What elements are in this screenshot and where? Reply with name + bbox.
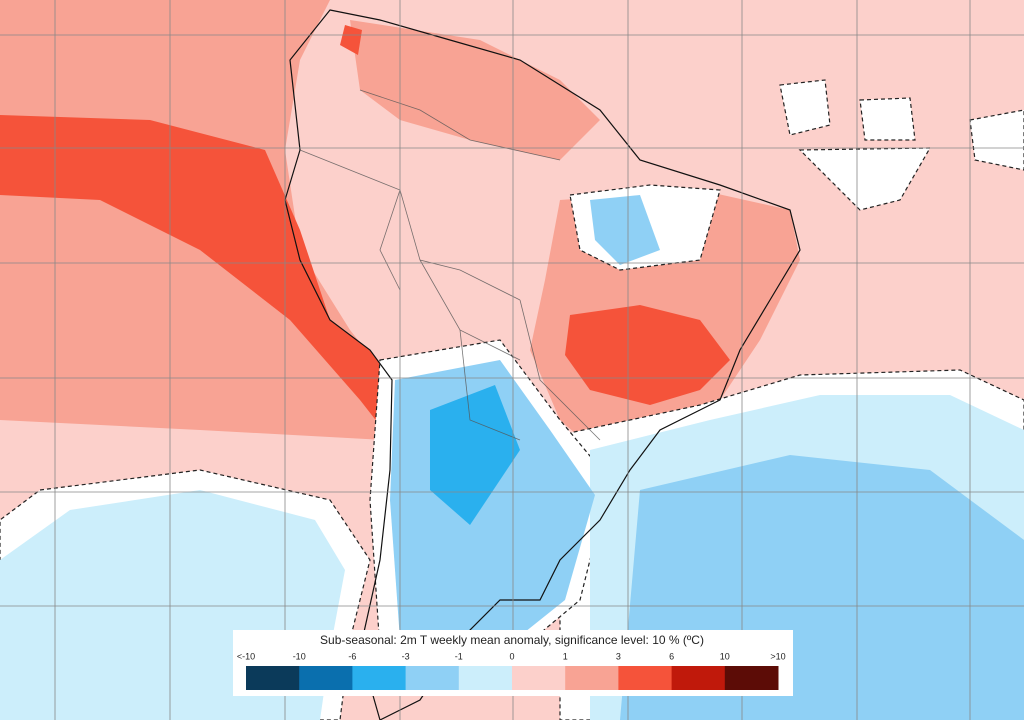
legend: Sub-seasonal: 2m T weekly mean anomaly, …	[233, 630, 793, 696]
legend-swatch	[618, 666, 673, 690]
legend-swatch	[405, 666, 460, 690]
legend-label: 3	[616, 651, 621, 661]
legend-title: Sub-seasonal: 2m T weekly mean anomaly, …	[320, 633, 704, 647]
legend-label: -3	[402, 651, 410, 661]
legend-label: 1	[563, 651, 568, 661]
legend-swatch	[246, 666, 300, 690]
legend-label: -10	[293, 651, 306, 661]
hot-region	[565, 305, 730, 405]
legend-label: >10	[770, 651, 785, 661]
colder-region	[430, 385, 520, 525]
legend-swatch	[671, 666, 726, 690]
legend-swatch	[458, 666, 513, 690]
legend-label: 6	[669, 651, 674, 661]
legend-swatch	[565, 666, 619, 690]
coastline	[284, 9, 801, 720]
borders	[299, 89, 601, 441]
legend-label: 0	[509, 651, 514, 661]
legend-label: <-10	[237, 651, 255, 661]
cold-region	[590, 195, 660, 265]
warm-region	[350, 20, 600, 160]
insignificant-halo	[779, 79, 1024, 211]
legend-label: -6	[348, 651, 356, 661]
legend-swatch	[512, 666, 566, 690]
legend-swatch	[299, 666, 353, 690]
hot-region	[340, 25, 362, 55]
legend-swatch	[724, 666, 779, 690]
legend-swatch	[352, 666, 407, 690]
legend-label: -1	[455, 651, 463, 661]
legend-label: 10	[720, 651, 730, 661]
hot-region	[0, 115, 392, 432]
